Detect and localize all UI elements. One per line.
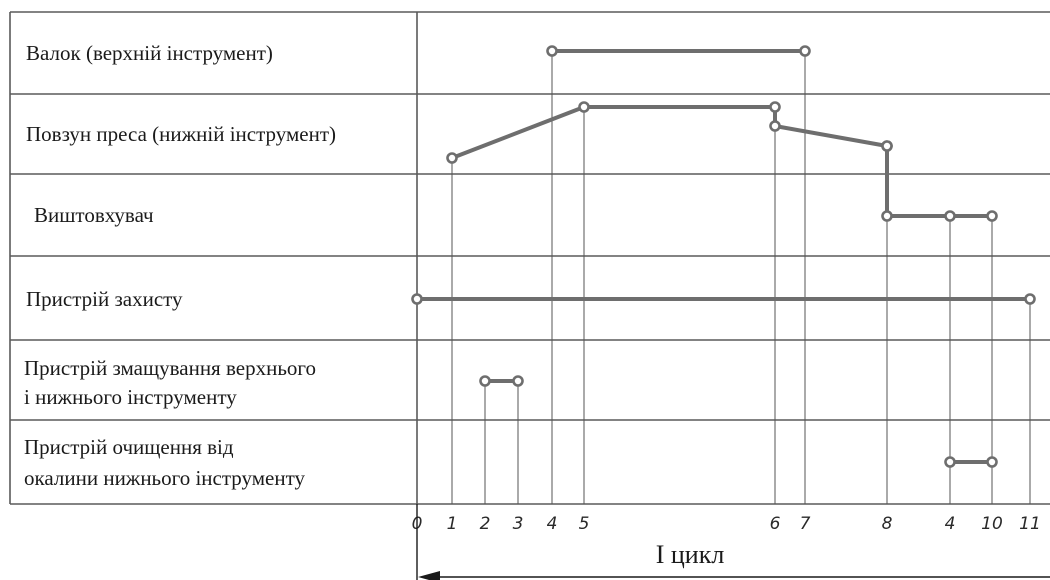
timing-node bbox=[546, 45, 558, 57]
timing-guides bbox=[451, 51, 1031, 504]
cycle-span: І цикл bbox=[416, 504, 1050, 580]
timing-node bbox=[479, 375, 491, 387]
timing-segment-vyshtovkhuvach bbox=[885, 144, 994, 218]
tick-label: 5 bbox=[579, 514, 590, 534]
timing-node bbox=[986, 456, 998, 468]
timing-node bbox=[881, 210, 893, 222]
tick-label: 11 bbox=[1019, 514, 1041, 534]
timing-node bbox=[986, 210, 998, 222]
row-label-zmashchuvannia-line1: Пристрій змащування верхнього bbox=[24, 356, 316, 380]
timing-node bbox=[881, 140, 893, 152]
tick-label: 1 bbox=[447, 514, 458, 534]
timing-nodes bbox=[411, 45, 1036, 468]
row-labels: Валок (верхній інструмент) Повзун преса … bbox=[24, 41, 336, 490]
cycle-arrow-head bbox=[418, 571, 440, 580]
row-label-ochyshchennia-line1: Пристрій очищення від bbox=[24, 435, 234, 459]
row-label-valok: Валок (верхній інструмент) bbox=[26, 41, 273, 65]
row-label-zmashchuvannia-line2: і нижнього інструменту bbox=[24, 385, 237, 409]
timing-node bbox=[769, 120, 781, 132]
timing-node bbox=[769, 101, 781, 113]
row-label-ochyshchennia-line2: окалини нижнього інструменту bbox=[24, 466, 305, 490]
tick-label: 2 bbox=[480, 514, 491, 534]
tick-label: 4 bbox=[945, 514, 956, 534]
timing-node bbox=[512, 375, 524, 387]
timing-node bbox=[799, 45, 811, 57]
cycle-label: І цикл bbox=[656, 540, 725, 569]
table-grid bbox=[9, 11, 1050, 505]
timing-node bbox=[944, 210, 956, 222]
timing-node bbox=[1024, 293, 1036, 305]
row-label-povzun: Повзун преса (нижній інструмент) bbox=[26, 122, 336, 146]
row-label-vyshtovkhuvach: Виштовхувач bbox=[34, 203, 154, 227]
row-label-zakhyst: Пристрій захисту bbox=[26, 287, 183, 311]
timing-node bbox=[446, 152, 458, 164]
timing-node bbox=[578, 101, 590, 113]
tick-label: 10 bbox=[981, 514, 1003, 534]
tick-label: 3 bbox=[513, 514, 524, 534]
timing-node bbox=[944, 456, 956, 468]
tick-label: 8 bbox=[882, 514, 893, 534]
timing-segment-povzun bbox=[450, 105, 889, 160]
timing-node bbox=[411, 293, 423, 305]
tick-label: 4 bbox=[547, 514, 558, 534]
tick-label: 6 bbox=[770, 514, 781, 534]
time-axis-ticks: 01234567841011 bbox=[412, 514, 1041, 534]
tick-label: 7 bbox=[800, 514, 811, 534]
